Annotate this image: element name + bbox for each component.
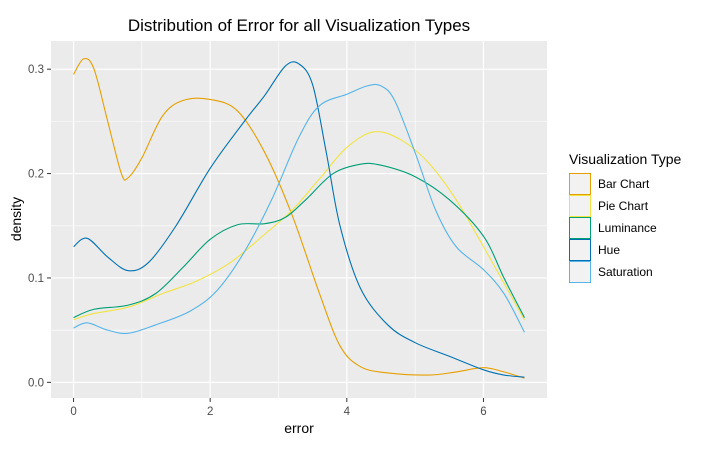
legend-label-hue: Hue xyxy=(598,243,620,257)
plot-panel xyxy=(51,41,547,398)
x-tick-label: 0 xyxy=(70,406,76,418)
legend-label-pie-chart: Pie Chart xyxy=(598,199,649,213)
axes: 0 2 4 6 0.0 0.1 0.2 0.3 xyxy=(28,64,487,418)
legend-key-pie-chart xyxy=(569,195,591,217)
x-tick-label: 6 xyxy=(480,406,486,418)
y-tick-label: 0.0 xyxy=(28,377,44,389)
legend-key-saturation xyxy=(569,261,591,283)
x-axis-title: error xyxy=(284,420,314,436)
legend-label-saturation: Saturation xyxy=(598,265,653,279)
x-tick-label: 4 xyxy=(344,406,351,418)
chart-title: Distribution of Error for all Visualizat… xyxy=(128,16,470,35)
series-lines xyxy=(73,57,525,379)
legend: Visualization Type Bar Chart Pie Chart Lum… xyxy=(569,151,682,283)
y-tick-label: 0.1 xyxy=(28,273,44,285)
legend-key-bar-chart xyxy=(569,173,591,195)
series-line-saturation xyxy=(73,83,525,335)
legend-label-luminance: Luminance xyxy=(598,221,657,235)
y-tick-label: 0.3 xyxy=(28,64,44,76)
legend-title: Visualization Type xyxy=(569,151,682,167)
series-line-luminance xyxy=(73,162,525,319)
grid-lines xyxy=(51,41,547,398)
series-line-hue xyxy=(73,61,525,378)
legend-key-hue xyxy=(569,239,591,261)
legend-label-bar-chart: Bar Chart xyxy=(598,177,650,191)
x-tick-label: 2 xyxy=(207,406,213,418)
series-line-bar-chart xyxy=(73,57,525,379)
y-axis-title: density xyxy=(8,197,24,241)
legend-key-luminance xyxy=(569,217,591,239)
y-tick-label: 0.2 xyxy=(28,169,44,181)
